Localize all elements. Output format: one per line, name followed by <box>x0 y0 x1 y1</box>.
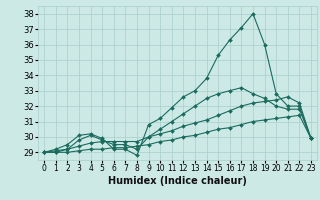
X-axis label: Humidex (Indice chaleur): Humidex (Indice chaleur) <box>108 176 247 186</box>
